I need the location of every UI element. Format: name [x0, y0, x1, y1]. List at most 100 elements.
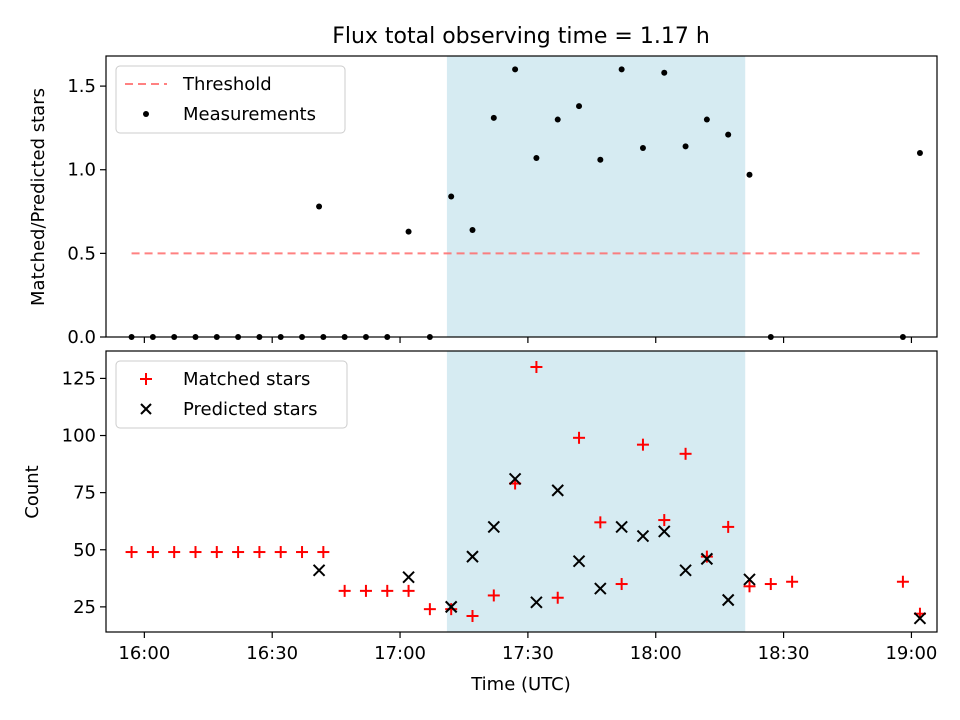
x-tick-label: 19:00 [885, 643, 937, 664]
predicted-star-point [530, 596, 543, 609]
predicted-star-point [615, 520, 628, 534]
predicted-star-point [679, 564, 692, 577]
predicted-star-point [636, 529, 650, 543]
measurement-point [618, 66, 625, 73]
matched-star-point [317, 546, 330, 559]
matched-star-point [296, 546, 309, 559]
y-tick-label: 25 [73, 597, 96, 618]
chart-title: Flux total observing time = 1.17 h [332, 24, 710, 49]
measurement-point [639, 144, 646, 151]
x-tick-label: 18:00 [630, 643, 682, 664]
predicted-stars-series [312, 472, 927, 625]
measurement-point [316, 203, 323, 210]
x-tick-label: 17:00 [374, 643, 426, 664]
measurement-point [512, 66, 519, 73]
matched-star-point [125, 546, 138, 559]
measurement-point [490, 114, 497, 121]
measurement-point [682, 143, 689, 150]
predicted-star-point [312, 564, 326, 577]
matched-star-point [487, 589, 500, 602]
y-tick-label: 0.5 [67, 243, 96, 264]
measurement-point [405, 228, 412, 235]
x-tick-label: 16:30 [246, 643, 298, 664]
matched-star-point [551, 591, 564, 604]
measurement-point [469, 226, 476, 233]
matched-star-point [189, 546, 202, 559]
y-tick-label: 0.0 [67, 327, 96, 348]
bottom-axes-frame [105, 350, 938, 633]
bottom-x-axis: 16:00 16:30 17:00 17:30 18:00 18:30 19:00 [118, 632, 937, 664]
matched-star-point [743, 580, 756, 593]
matched-star-point [615, 578, 628, 591]
bottom-legend: Matched stars Predicted stars [115, 360, 348, 429]
predicted-star-point [466, 550, 479, 563]
y-tick-label: 1.0 [67, 160, 96, 181]
y-tick-label: 1.5 [67, 76, 96, 97]
legend-predicted-label: Predicted stars [183, 399, 317, 420]
top-y-axis-label: Matched/Predicted stars [28, 88, 49, 306]
matched-star-point [359, 584, 372, 597]
matched-star-point [338, 584, 351, 597]
predicted-star-point [913, 612, 927, 625]
predicted-star-point [572, 554, 586, 568]
bottom-shaded-region [446, 351, 746, 632]
top-x-axis [143, 337, 913, 343]
legend-measurements-swatch [143, 111, 149, 117]
legend-predicted-swatch [140, 403, 152, 415]
top-shaded-region [446, 56, 746, 337]
measurement-point [661, 69, 668, 76]
legend-matched-swatch [140, 373, 152, 385]
matched-star-point [722, 520, 735, 533]
matched-star-point [274, 546, 287, 559]
matched-star-point [700, 550, 713, 563]
predicted-star-point [700, 552, 714, 566]
x-tick-label: 16:00 [118, 643, 170, 664]
measurement-point [576, 103, 583, 110]
matched-star-point [381, 584, 394, 597]
measurement-point [746, 171, 753, 178]
measurement-point [448, 193, 455, 200]
matched-star-point [658, 514, 671, 527]
x-tick-label: 17:30 [502, 643, 554, 664]
matched-star-point [764, 578, 777, 591]
matched-star-point [636, 438, 649, 451]
y-tick-label: 50 [73, 540, 96, 561]
predicted-star-point [594, 582, 607, 595]
matched-star-point [146, 546, 159, 559]
predicted-star-point [721, 593, 735, 607]
predicted-star-point [508, 472, 522, 486]
legend-threshold-label: Threshold [182, 74, 272, 95]
predicted-star-point [487, 520, 501, 534]
bottom-y-axis: 25 50 75 100 125 [62, 368, 106, 618]
matched-star-point [594, 516, 607, 529]
matched-star-point [168, 546, 181, 559]
matched-star-point [423, 603, 436, 616]
x-tick-label: 18:30 [758, 643, 810, 664]
measurement-point [916, 150, 923, 157]
matched-star-point [210, 546, 223, 559]
measurement-point [554, 116, 561, 123]
matched-star-point [466, 610, 479, 623]
predicted-star-point [402, 570, 415, 584]
top-y-axis: 0.0 0.5 1.0 1.5 [67, 76, 106, 348]
matched-star-point [786, 575, 799, 588]
predicted-star-point [658, 525, 671, 538]
matched-star-point [445, 603, 458, 616]
y-tick-label: 75 [73, 483, 96, 504]
predicted-star-point [743, 573, 756, 586]
matched-star-point [679, 447, 692, 460]
y-tick-label: 100 [62, 426, 96, 447]
predicted-star-point [444, 600, 458, 614]
matched-star-point [253, 546, 266, 559]
matched-star-point [232, 546, 245, 559]
matched-star-point [573, 431, 586, 444]
top-panel: 0.0 0.5 1.0 1.5 Matched/Predicted stars Thr… [28, 55, 938, 348]
legend-matched-label: Matched stars [183, 369, 310, 390]
top-axes-frame [105, 55, 938, 338]
matched-stars-series [125, 360, 926, 623]
legend-measurements-label: Measurements [183, 104, 316, 125]
predicted-star-point [551, 484, 564, 497]
y-tick-label: 125 [62, 368, 96, 389]
measurement-point [703, 116, 710, 123]
